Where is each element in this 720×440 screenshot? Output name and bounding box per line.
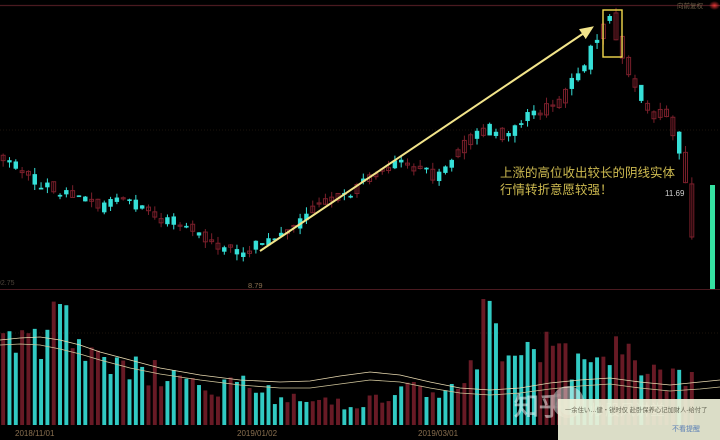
svg-text:92.75: 92.75 bbox=[0, 280, 15, 287]
svg-text:向前复权: 向前复权 bbox=[677, 1, 704, 10]
svg-text:2019/03/01: 2019/03/01 bbox=[418, 429, 459, 438]
svg-text:不看提醒: 不看提醒 bbox=[672, 424, 700, 433]
svg-text:一余住い…健・锐时仅 赴卧保养心记加财人-给付了: 一余住い…健・锐时仅 赴卧保养心记加财人-给付了 bbox=[565, 405, 707, 414]
svg-text:2018/11/01: 2018/11/01 bbox=[15, 429, 55, 438]
svg-text:11.69: 11.69 bbox=[665, 189, 685, 198]
svg-text:2019/01/02: 2019/01/02 bbox=[237, 429, 278, 438]
svg-text:上涨的高位收出较长的阴线实体: 上涨的高位收出较长的阴线实体 bbox=[500, 165, 676, 180]
svg-text:8.79: 8.79 bbox=[248, 281, 263, 290]
svg-text:行情转折意愿较强！: 行情转折意愿较强！ bbox=[500, 182, 613, 197]
